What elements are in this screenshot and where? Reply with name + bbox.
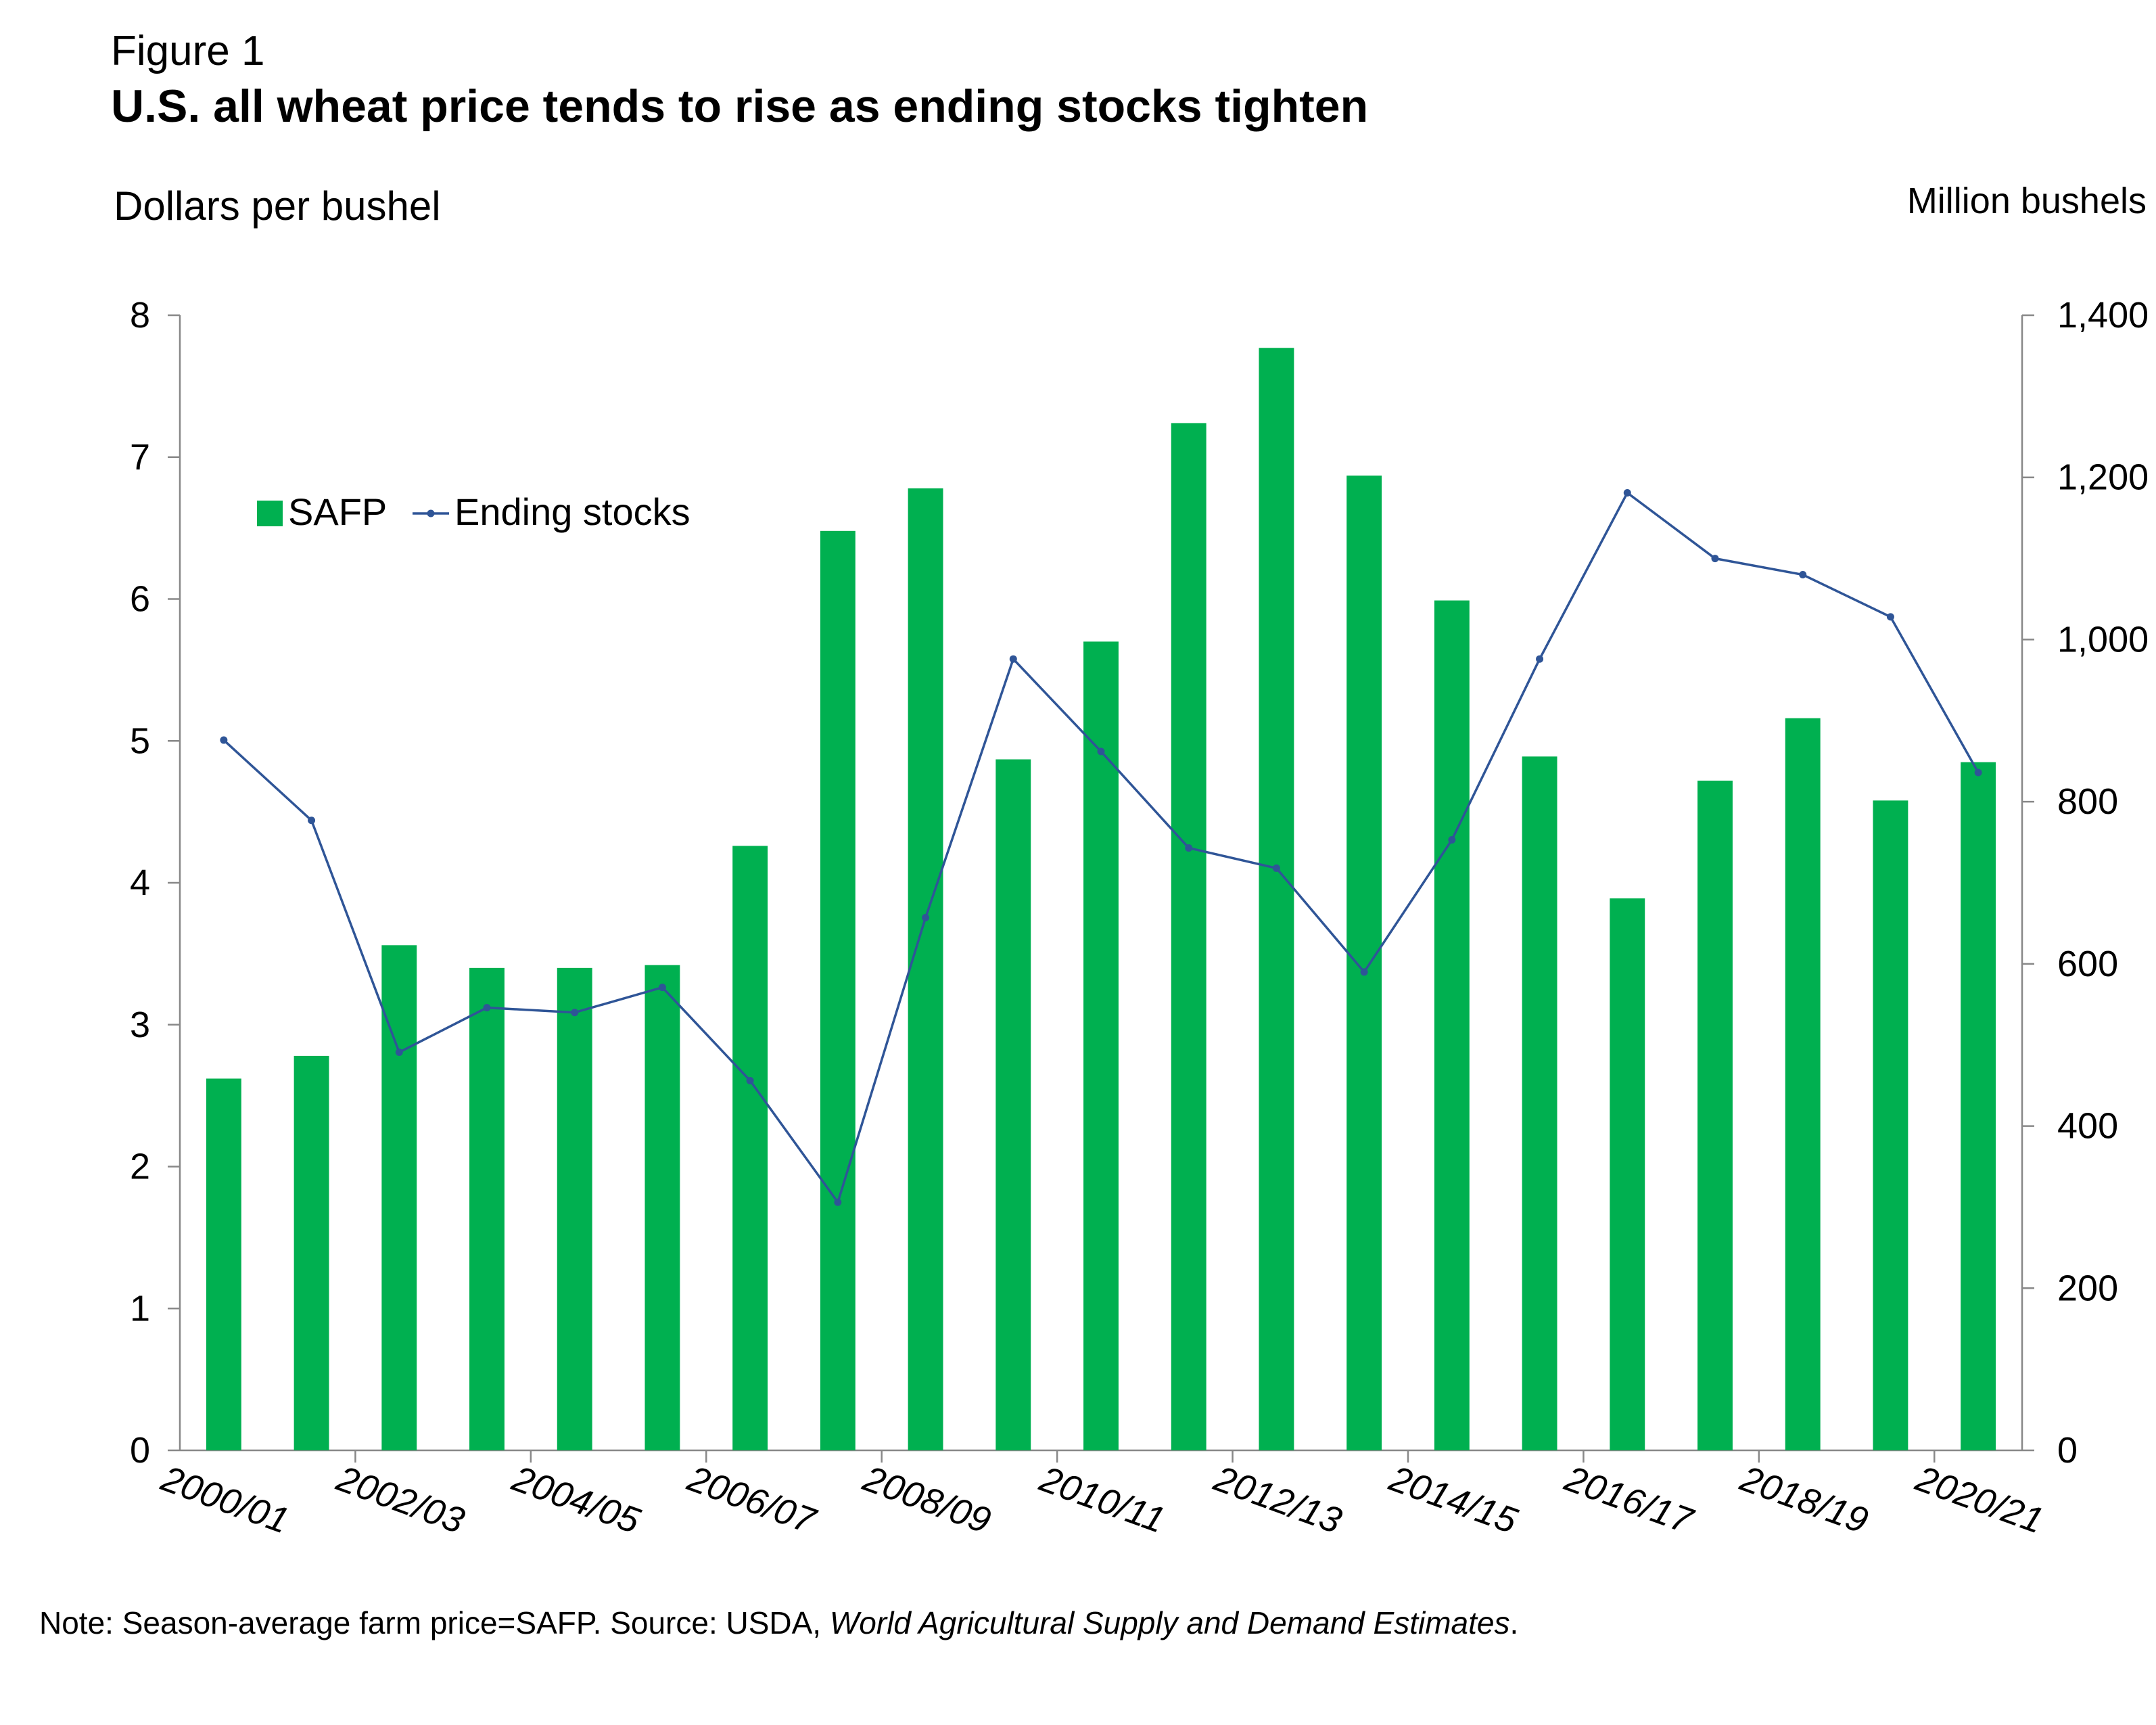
bar-safp [995, 759, 1031, 1450]
x-tick-label: 2020/21 [1910, 1458, 2048, 1541]
x-tick-label: 2008/09 [858, 1458, 996, 1541]
x-tick-label: 2010/11 [1034, 1458, 1170, 1541]
bar-safp [1873, 800, 1908, 1450]
bar-safp [1171, 423, 1206, 1451]
point-ending-stocks [1536, 655, 1544, 663]
point-ending-stocks [1009, 655, 1017, 663]
point-ending-stocks [1448, 835, 1456, 844]
note-suffix: . [1509, 1605, 1519, 1640]
y-right-tick-label: 1,000 [2057, 619, 2149, 660]
y-axis-right-label: Million bushels [1906, 181, 2147, 221]
bar-safp [1522, 756, 1557, 1450]
x-tick-label: 2014/15 [1384, 1458, 1523, 1542]
y-left-tick-label: 5 [130, 720, 150, 761]
point-ending-stocks [1097, 748, 1105, 756]
point-ending-stocks [1711, 555, 1719, 563]
point-ending-stocks [746, 1076, 754, 1084]
y-right-tick-label: 800 [2057, 781, 2118, 822]
point-ending-stocks [922, 914, 930, 922]
point-ending-stocks [220, 736, 228, 744]
note-source-title: World Agricultural Supply and Demand Est… [829, 1605, 1510, 1640]
y-right-tick-label: 400 [2057, 1106, 2118, 1147]
bar-safp [1434, 600, 1470, 1451]
y-left-tick-label: 7 [130, 437, 150, 478]
bar-safp [820, 530, 856, 1450]
point-ending-stocks [1623, 488, 1631, 497]
bar-safp [1346, 476, 1382, 1450]
point-ending-stocks [483, 1004, 491, 1012]
point-ending-stocks [395, 1049, 403, 1057]
y-left-tick-label: 1 [130, 1288, 150, 1329]
x-tick-label: 2000/01 [156, 1458, 294, 1541]
x-tick-label: 2012/13 [1209, 1458, 1347, 1541]
bar-safp [1697, 780, 1733, 1450]
y-right-tick-label: 600 [2057, 944, 2118, 984]
y-left-tick-label: 8 [130, 295, 150, 336]
y-left-tick-label: 0 [130, 1430, 150, 1471]
x-tick-label: 2018/19 [1735, 1458, 1873, 1541]
bar-safp [908, 488, 943, 1450]
x-tick-label: 2004/05 [507, 1458, 646, 1542]
y-left-tick-label: 4 [130, 862, 150, 903]
figure-label: Figure 1 [111, 28, 265, 74]
legend-label-ending-stocks: Ending stocks [454, 490, 690, 533]
bar-safp [1785, 718, 1821, 1450]
point-ending-stocks [1974, 768, 1982, 777]
bar-safp [732, 846, 768, 1450]
point-ending-stocks [1360, 968, 1368, 976]
point-ending-stocks [658, 984, 666, 992]
bar-safp [469, 967, 505, 1450]
y-right-tick-label: 0 [2057, 1430, 2078, 1471]
legend-swatch-safp [257, 501, 283, 526]
bar-safp [206, 1078, 241, 1450]
y-left-tick-label: 6 [130, 579, 150, 620]
point-ending-stocks [1886, 613, 1894, 621]
y-right-tick-label: 200 [2057, 1268, 2118, 1308]
source-note: Note: Season-average farm price=SAFP. So… [39, 1605, 1518, 1641]
y-left-tick-label: 3 [130, 1005, 150, 1045]
note-prefix: Note: Season-average farm price=SAFP. So… [39, 1605, 830, 1640]
point-ending-stocks [308, 816, 316, 825]
chart-title: U.S. all wheat price tends to rise as en… [111, 80, 1369, 132]
bar-safp [1259, 348, 1294, 1451]
x-tick-label: 2006/07 [682, 1458, 822, 1542]
point-ending-stocks [1799, 571, 1807, 579]
y-right-tick-label: 1,200 [2057, 457, 2149, 498]
point-ending-stocks [571, 1009, 579, 1017]
bar-safp [1083, 641, 1119, 1450]
y-left-tick-label: 2 [130, 1147, 150, 1187]
x-tick-label: 2016/17 [1560, 1458, 1700, 1542]
bar-safp [645, 965, 680, 1450]
point-ending-stocks [1272, 864, 1280, 872]
legend-marker-ending-stocks [427, 509, 435, 518]
legend-label-safp: SAFP [288, 490, 387, 533]
bar-safp [557, 967, 592, 1450]
y-right-tick-label: 1,400 [2057, 295, 2149, 336]
y-axis-left-label: Dollars per bushel [114, 183, 441, 229]
x-tick-label: 2002/03 [331, 1458, 470, 1541]
bar-safp [381, 945, 417, 1450]
point-ending-stocks [1185, 844, 1193, 852]
bar-safp [294, 1055, 329, 1450]
bar-safp [1610, 898, 1645, 1450]
point-ending-stocks [834, 1198, 842, 1206]
bar-safp [1961, 762, 1996, 1450]
